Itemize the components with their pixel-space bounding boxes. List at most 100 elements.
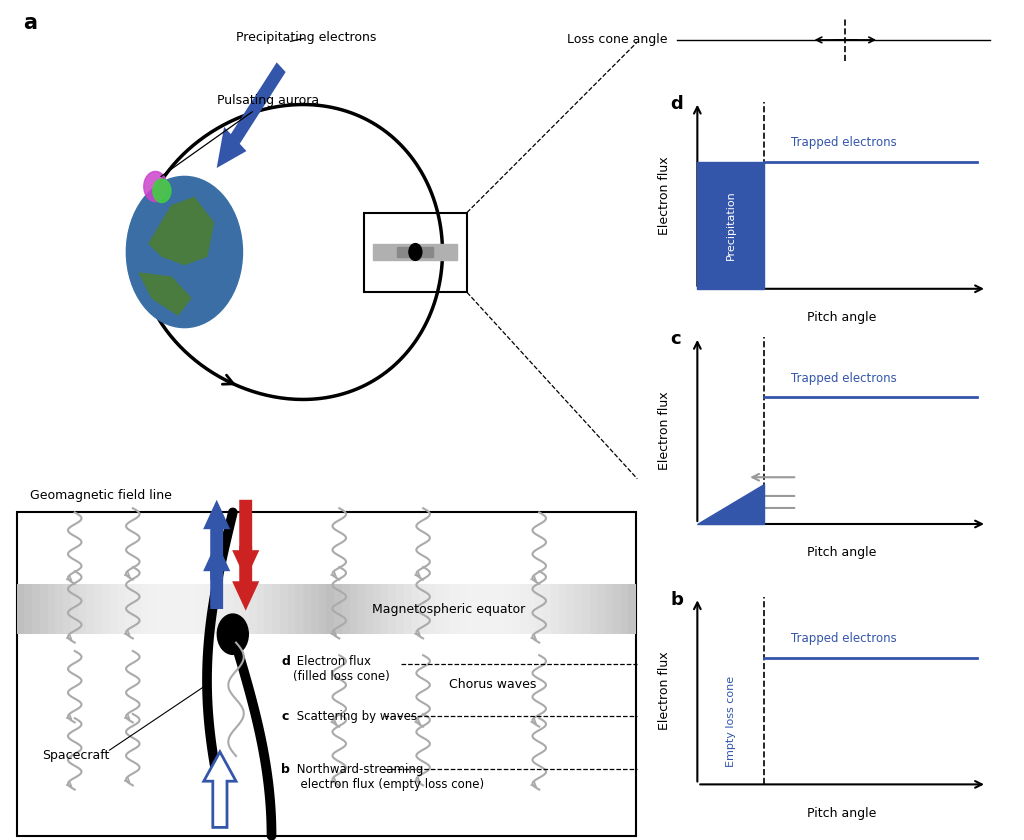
Bar [334, 584, 342, 634]
Bar [590, 584, 597, 634]
Bar [25, 584, 32, 634]
Bar [397, 247, 433, 257]
Bar [473, 584, 481, 634]
Circle shape [143, 171, 167, 202]
Text: Trapped electrons: Trapped electrons [791, 632, 896, 645]
Bar [488, 584, 497, 634]
Text: Electron flux
(filled loss cone): Electron flux (filled loss cone) [293, 655, 389, 683]
Bar [697, 162, 764, 289]
Bar [110, 584, 118, 634]
Bar [233, 584, 242, 634]
Bar [373, 584, 381, 634]
Bar [357, 584, 365, 634]
Text: Pitch angle: Pitch angle [808, 311, 877, 324]
Bar [364, 213, 467, 292]
Text: Geomagnetic field line: Geomagnetic field line [30, 489, 171, 502]
Bar [264, 584, 272, 634]
Bar [249, 584, 257, 634]
Bar [210, 584, 218, 634]
Text: Electron flux: Electron flux [657, 652, 671, 730]
Bar [442, 584, 451, 634]
Text: Loss cone angle: Loss cone angle [566, 34, 668, 46]
Bar [574, 584, 582, 634]
Bar [605, 584, 612, 634]
Bar [597, 584, 605, 634]
Bar [280, 584, 288, 634]
Text: Magnetospheric equator: Magnetospheric equator [373, 602, 525, 616]
Bar [55, 584, 63, 634]
Text: Electron flux: Electron flux [657, 391, 671, 470]
Bar [612, 584, 621, 634]
Bar [466, 584, 473, 634]
Bar [497, 584, 505, 634]
Bar [451, 584, 458, 634]
Bar [48, 584, 55, 634]
Bar [520, 584, 527, 634]
Bar [505, 584, 512, 634]
Text: a: a [24, 13, 37, 33]
Bar [374, 244, 458, 260]
Bar [133, 584, 140, 634]
Bar [203, 584, 210, 634]
Text: Trapped electrons: Trapped electrons [791, 136, 896, 150]
Bar [125, 584, 133, 634]
Polygon shape [697, 484, 764, 524]
Bar [527, 584, 536, 634]
Circle shape [409, 244, 422, 260]
Circle shape [126, 176, 243, 328]
Bar [242, 584, 249, 634]
Bar [225, 584, 233, 634]
Bar [32, 584, 40, 634]
Text: c: c [282, 710, 289, 722]
Text: Pulsating aurora: Pulsating aurora [161, 94, 318, 176]
Bar [621, 584, 629, 634]
Bar [16, 512, 636, 836]
Polygon shape [139, 273, 190, 315]
Text: Pitch angle: Pitch angle [808, 546, 877, 559]
Bar [140, 584, 148, 634]
Bar [403, 584, 412, 634]
Polygon shape [148, 197, 213, 265]
Bar [396, 584, 403, 634]
Text: Electron flux: Electron flux [657, 156, 671, 234]
Bar [172, 584, 179, 634]
Bar [79, 584, 86, 634]
Bar [218, 584, 225, 634]
Bar [551, 584, 558, 634]
Bar [388, 584, 396, 634]
Bar [412, 584, 419, 634]
Bar [318, 584, 327, 634]
Bar [40, 584, 48, 634]
Bar [435, 584, 442, 634]
Bar [543, 584, 551, 634]
Bar [257, 584, 264, 634]
Text: Scattering by waves: Scattering by waves [293, 710, 417, 722]
Bar [342, 584, 349, 634]
Bar [118, 584, 125, 634]
Text: Precipitation: Precipitation [726, 191, 735, 260]
Bar [156, 584, 164, 634]
Bar [195, 584, 203, 634]
Circle shape [153, 179, 171, 202]
Bar [187, 584, 195, 634]
Text: Chorus waves: Chorus waves [449, 678, 537, 691]
Bar [419, 584, 427, 634]
Bar [94, 584, 101, 634]
Bar [458, 584, 466, 634]
Bar [582, 584, 590, 634]
Bar [559, 584, 566, 634]
FancyArrow shape [232, 546, 259, 611]
Bar [327, 584, 334, 634]
Text: Pitch angle: Pitch angle [808, 806, 877, 820]
Bar [427, 584, 435, 634]
Circle shape [217, 614, 248, 654]
Bar [566, 584, 574, 634]
Bar [349, 584, 357, 634]
Bar [481, 584, 488, 634]
Text: Precipitating electrons: Precipitating electrons [236, 31, 377, 45]
Bar [71, 584, 79, 634]
Bar [16, 584, 25, 634]
Bar [536, 584, 543, 634]
Bar [101, 584, 110, 634]
Bar [381, 584, 388, 634]
